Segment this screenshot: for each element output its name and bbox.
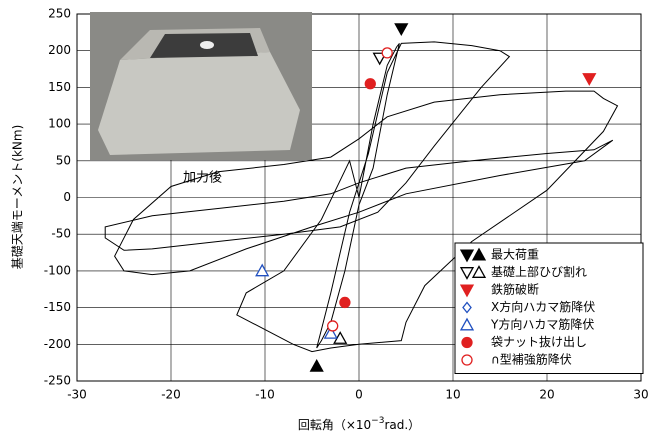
photo-inset [90,12,312,160]
x-tick-label: -20 [161,388,181,402]
x-tick-label: 30 [633,388,648,402]
marker [382,48,392,58]
y-tick-label: 0 [63,190,71,204]
x-label-exponent: −3 [371,416,384,426]
legend-label: 袋ナット抜け出し [491,335,587,349]
marker [365,79,375,89]
chart: 基礎天端モーメント(kNm) 回転角（×10−3rad.） -250-200-1… [0,0,653,442]
x-tick-label: -30 [67,388,87,402]
y-tick-label: -150 [44,300,71,314]
legend-label: 基礎上部ひび割れ [491,264,587,279]
y-tick-label: 200 [48,43,71,57]
x-label-suffix: rad.） [384,418,420,432]
legend-label: 鉄筋破断 [491,282,539,297]
legend-label: ∩型補強筋降伏 [491,352,572,367]
y-tick-label: -50 [51,227,71,241]
legend-label: 最大荷重 [491,248,539,262]
x-tick-label: 20 [539,388,554,402]
photo-slab [98,52,300,155]
x-label-prefix: 回転角（×10 [298,418,371,432]
x-tick-label: 0 [355,388,363,402]
legend-label: Y方向ハカマ筋降伏 [490,317,594,332]
y-tick-label: 50 [56,153,71,167]
marker [328,321,338,331]
y-tick-label: -100 [44,263,71,277]
legend-label: X方向ハカマ筋降伏 [491,299,595,314]
x-tick-label: 10 [445,388,460,402]
y-tick-label: 250 [48,7,71,21]
x-axis-label: 回転角（×10−3rad.） [298,416,420,432]
y-tick-label: 150 [48,80,71,94]
y-tick-label: -250 [44,374,71,388]
y-tick-label: 100 [48,117,71,131]
y-tick-label: -200 [44,337,71,351]
photo-hole [200,41,214,49]
marker [462,355,472,365]
y-axis-label: 基礎天端モーメント(kNm) [11,125,25,270]
x-tick-label: -10 [255,388,275,402]
marker [340,297,350,307]
marker [462,338,472,348]
